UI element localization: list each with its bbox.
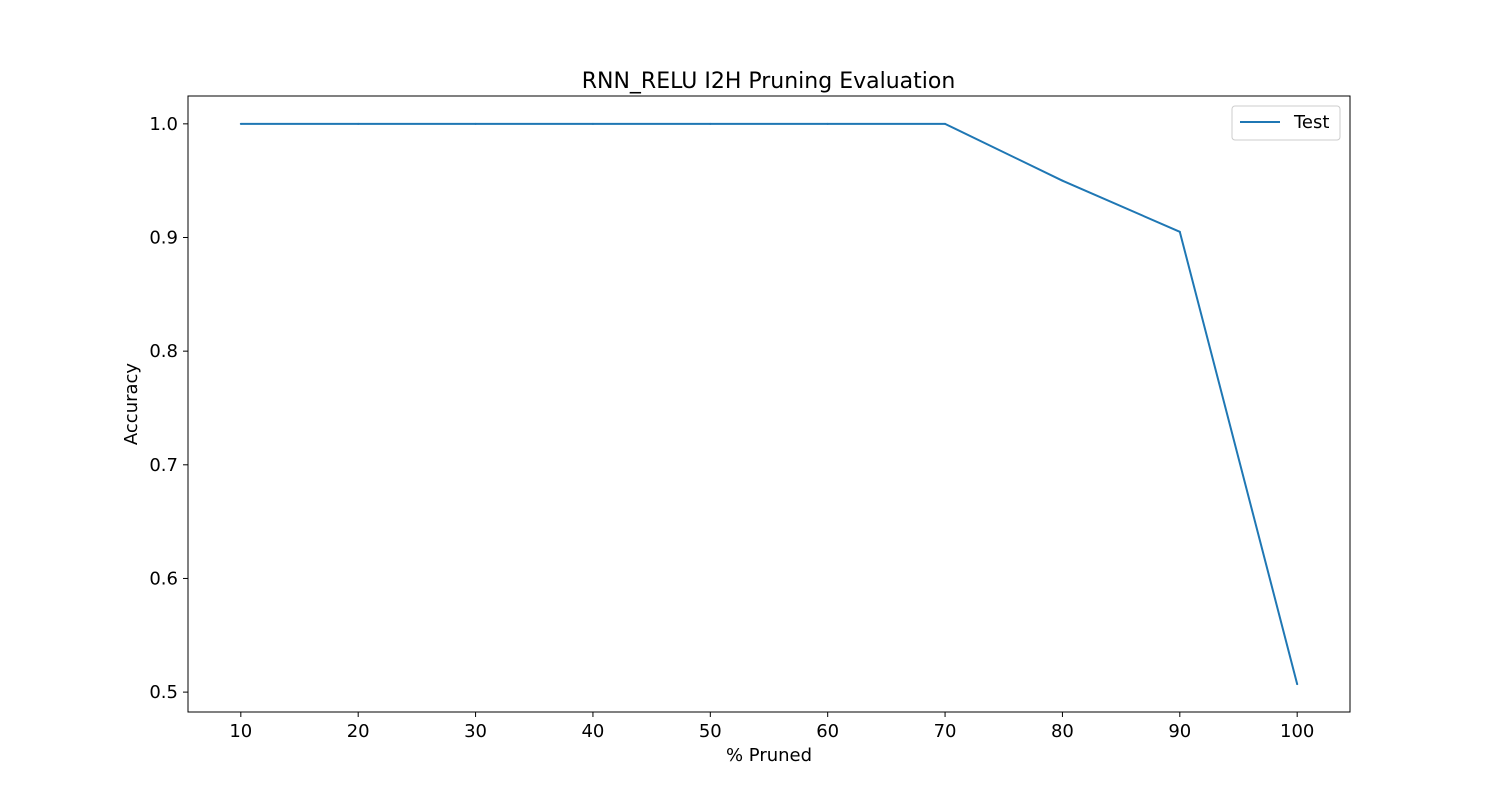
x-tick-label: 20 bbox=[347, 721, 370, 742]
y-tick-label: 0.9 bbox=[149, 227, 178, 248]
x-tick-label: 30 bbox=[464, 721, 487, 742]
data-point bbox=[944, 122, 947, 125]
y-axis-label: Accuracy bbox=[121, 363, 142, 446]
x-tick-label: 10 bbox=[229, 721, 252, 742]
plot-frame bbox=[187, 95, 1351, 713]
series-line-test bbox=[240, 122, 1299, 685]
data-point bbox=[1296, 683, 1299, 686]
y-tick-label: 1.0 bbox=[149, 114, 178, 135]
y-tick-label: 0.6 bbox=[149, 568, 178, 589]
x-axis-label: % Pruned bbox=[726, 745, 812, 766]
x-tick-label: 50 bbox=[699, 721, 722, 742]
legend-box bbox=[1231, 105, 1341, 141]
x-tick-label: 100 bbox=[1280, 721, 1314, 742]
data-point bbox=[357, 122, 360, 125]
y-tick-label: 0.8 bbox=[149, 341, 178, 362]
y-tick-label: 0.5 bbox=[149, 682, 178, 703]
data-point bbox=[826, 122, 829, 125]
x-tick-label: 60 bbox=[816, 721, 839, 742]
data-point bbox=[1178, 230, 1181, 233]
x-tick-label: 90 bbox=[1168, 721, 1191, 742]
x-tick-label: 70 bbox=[934, 721, 957, 742]
x-tick-label: 80 bbox=[1051, 721, 1074, 742]
data-point bbox=[474, 122, 477, 125]
chart-title: RNN_RELU I2H Pruning Evaluation bbox=[582, 69, 956, 94]
legend-label-test: Test bbox=[1293, 112, 1329, 133]
ticks: 10 20 30 40 50 60 70 80 90 100 0.5 0.6 0.7 0.8 0.9 1.0 bbox=[149, 114, 1314, 742]
data-point bbox=[239, 122, 242, 125]
data-point bbox=[591, 122, 594, 125]
series-layer bbox=[239, 122, 1299, 686]
legend: Test bbox=[1231, 105, 1341, 141]
data-point bbox=[1061, 179, 1064, 182]
y-tick-label: 0.7 bbox=[149, 455, 178, 476]
data-point bbox=[709, 122, 712, 125]
x-tick-label: 40 bbox=[581, 721, 604, 742]
